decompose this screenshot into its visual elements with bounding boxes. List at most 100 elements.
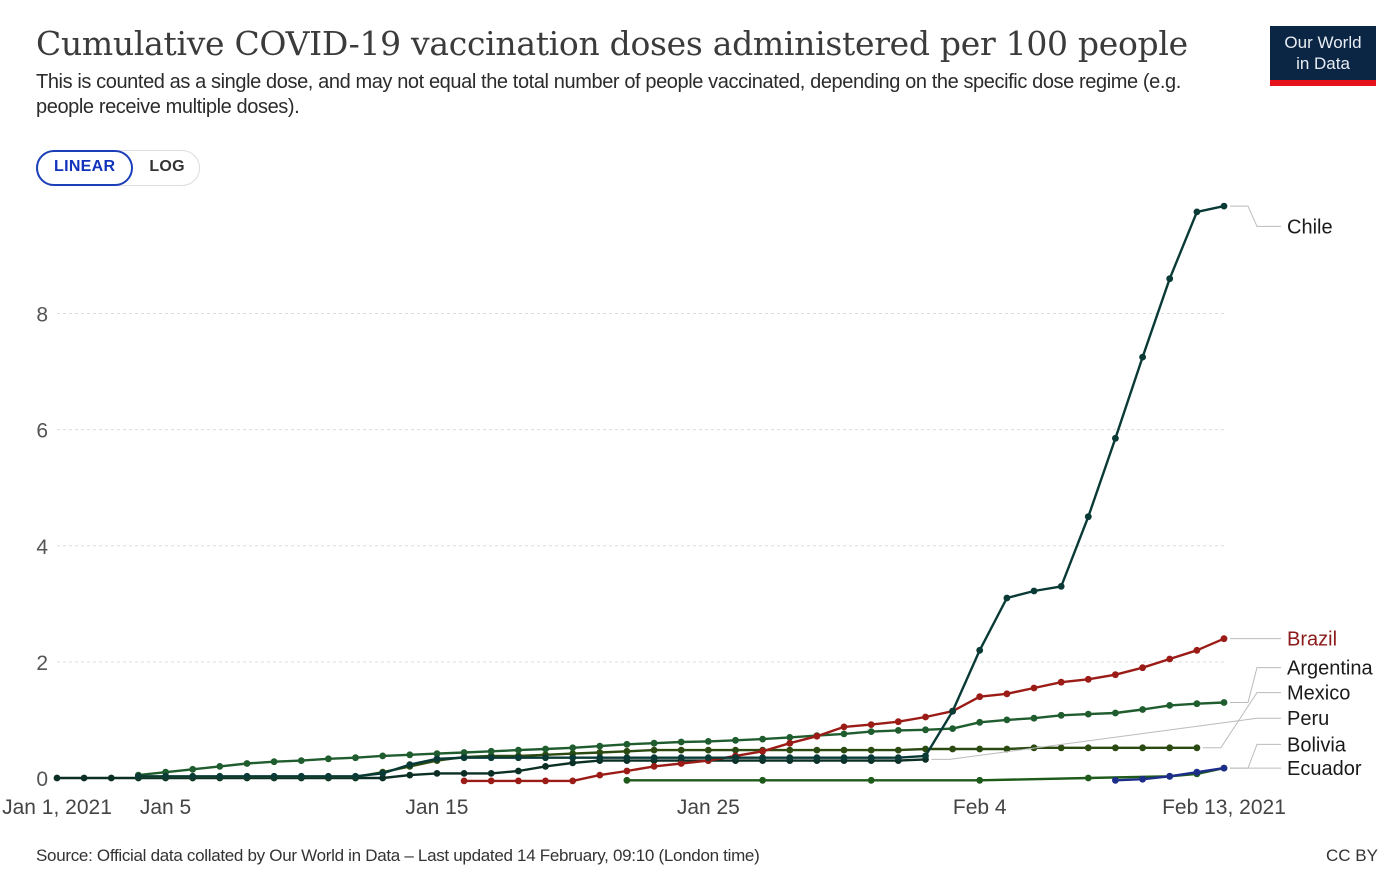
series-point-argentina-34 — [1057, 711, 1065, 719]
series-point-brazil-0 — [460, 777, 468, 785]
series-point-argentina-10 — [406, 751, 414, 759]
series-point-ecuador-2 — [1166, 772, 1174, 780]
series-point-ecuador-4 — [1220, 764, 1228, 772]
series-point-brazil-25 — [1139, 664, 1146, 672]
series-point-brazil-26 — [1166, 655, 1174, 663]
series-point-bolivia-3 — [976, 776, 984, 784]
series-point-argentina-4 — [243, 760, 251, 767]
series-point-chile-15 — [542, 754, 549, 762]
owid-logo[interactable]: Our World in Data — [1270, 26, 1376, 86]
series-point-chile-19 — [650, 754, 658, 762]
series-point-mexico-36 — [1112, 744, 1119, 752]
series-point-mexico-29 — [922, 745, 929, 753]
series-point-mexico-28 — [894, 746, 902, 754]
series-point-brazil-27 — [1193, 646, 1201, 654]
series-point-argentina-15 — [542, 745, 549, 753]
series-point-argentina-33 — [1030, 714, 1038, 722]
series-point-brazil-6 — [623, 767, 631, 775]
series-point-argentina-39 — [1193, 700, 1201, 708]
series-point-chile-28 — [894, 754, 902, 762]
series-point-chile-7 — [325, 772, 332, 780]
series-point-argentina-22 — [732, 736, 739, 744]
series-point-mexico-35 — [1084, 744, 1092, 752]
series-point-argentina-19 — [650, 739, 658, 747]
series-point-mexico-20 — [677, 746, 685, 754]
series-point-chile-11 — [433, 755, 441, 763]
series-point-mexico-31 — [976, 745, 984, 753]
series-point-mexico-37 — [1139, 744, 1146, 752]
series-point-peru-15 — [460, 770, 468, 777]
series-point-peru-19 — [569, 759, 577, 767]
series-line-chile — [138, 204, 1225, 778]
series-line-bolivia — [626, 766, 1225, 782]
series-point-bolivia-0 — [623, 776, 631, 784]
series-point-argentina-14 — [515, 746, 522, 754]
series-point-argentina-11 — [433, 750, 441, 757]
source-note: Source: Official data collated by Our Wo… — [36, 846, 760, 865]
series-point-argentina-21 — [704, 738, 712, 745]
series-point-chile-9 — [379, 770, 387, 777]
series-point-peru-2 — [107, 774, 115, 782]
series-point-argentina-38 — [1166, 702, 1174, 709]
series-label-brazil: Brazil — [1287, 629, 1337, 651]
series-point-mexico-27 — [867, 746, 875, 754]
series-point-argentina-30 — [949, 725, 956, 732]
series-point-brazil-23 — [1084, 675, 1092, 683]
series-point-chile-39 — [1193, 208, 1201, 216]
series-point-argentina-12 — [460, 749, 468, 756]
series-point-brazil-21 — [1030, 684, 1038, 692]
series-point-brazil-2 — [515, 777, 522, 785]
series-point-chile-34 — [1057, 583, 1065, 590]
log-scale-button[interactable]: LOG — [149, 158, 185, 175]
series-point-chile-6 — [297, 772, 305, 780]
license-link[interactable]: CC BY — [1326, 846, 1378, 865]
series-point-peru-13 — [406, 771, 414, 779]
x-tick-label-2: Jan 15 — [405, 796, 468, 819]
series-point-chile-26 — [840, 754, 848, 762]
series-point-brazil-22 — [1057, 678, 1065, 686]
series-label-chile: Chile — [1287, 216, 1333, 238]
series-point-chile-13 — [487, 754, 495, 762]
y-tick-label-8: 8 — [36, 304, 48, 327]
series-point-mexico-25 — [813, 746, 821, 754]
series-point-mexico-17 — [596, 749, 604, 756]
series-point-argentina-27 — [867, 728, 875, 735]
series-point-ecuador-3 — [1193, 768, 1201, 776]
series-point-chile-3 — [216, 772, 224, 780]
series-point-argentina-13 — [487, 747, 495, 755]
series-point-brazil-3 — [542, 777, 549, 785]
series-point-chile-37 — [1139, 353, 1146, 361]
y-tick-label-6: 6 — [36, 420, 48, 443]
series-point-ecuador-1 — [1139, 775, 1146, 783]
series-point-ecuador-0 — [1112, 776, 1119, 784]
series-point-chile-36 — [1112, 434, 1119, 442]
series-point-chile-8 — [352, 772, 359, 780]
series-point-chile-10 — [406, 761, 414, 768]
y-tick-label-0: 0 — [36, 768, 48, 791]
series-point-argentina-18 — [623, 740, 631, 748]
series-point-chile-30 — [949, 707, 956, 715]
series-point-argentina-24 — [786, 734, 794, 741]
series-line-mexico — [138, 746, 1197, 778]
linear-scale-button[interactable]: LINEAR — [36, 150, 134, 186]
series-point-argentina-17 — [596, 742, 604, 750]
series-point-argentina-9 — [379, 752, 387, 760]
series-point-peru-18 — [542, 763, 549, 770]
series-point-argentina-16 — [569, 744, 577, 752]
series-point-brazil-5 — [596, 771, 604, 779]
series-point-mexico-19 — [650, 746, 658, 754]
series-point-argentina-5 — [270, 758, 278, 766]
series-label-argentina: Argentina — [1287, 658, 1373, 680]
series-point-brazil-17 — [922, 713, 929, 721]
x-tick-label-0: Jan 1, 2021 — [2, 796, 112, 819]
series-point-argentina-28 — [894, 727, 902, 734]
scale-toggle: LINEAR LOG — [36, 150, 200, 186]
series-point-chile-1 — [162, 772, 170, 780]
x-tick-label-3: Jan 25 — [677, 796, 740, 819]
series-label-bolivia: Bolivia — [1287, 734, 1347, 756]
series-point-mexico-24 — [786, 746, 794, 754]
series-point-chile-22 — [732, 754, 739, 762]
series-point-chile-25 — [813, 754, 821, 762]
series-point-bolivia-1 — [759, 776, 766, 784]
